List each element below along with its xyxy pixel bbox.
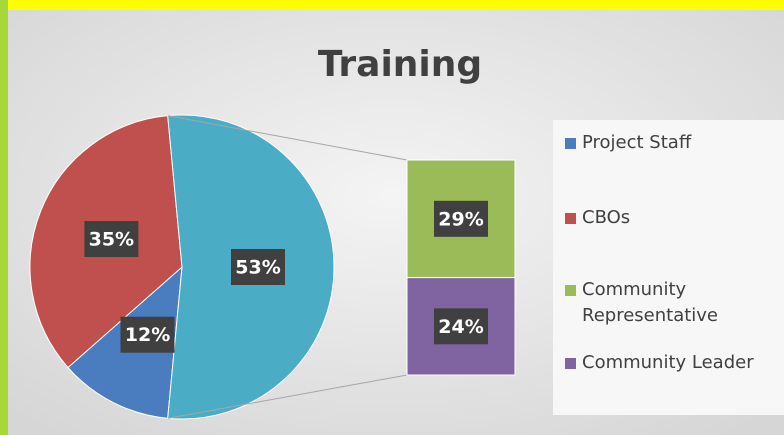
legend-label: CBOs <box>582 207 631 228</box>
legend-swatch <box>565 285 576 296</box>
legend-entry: CBOs <box>565 205 780 231</box>
legend-swatch <box>565 358 576 369</box>
data-label-box <box>434 308 488 345</box>
data-label: 24% <box>438 316 483 338</box>
legend-label: Community Representative <box>582 279 719 326</box>
data-label: 53% <box>235 257 280 279</box>
legend-label: Community Leader <box>582 352 754 373</box>
legend-entry: Community Leader <box>565 350 780 376</box>
legend-swatch <box>565 213 576 224</box>
data-label-box <box>84 221 139 258</box>
connector <box>167 374 408 419</box>
data-label-box <box>120 316 175 353</box>
top-strip <box>0 0 784 10</box>
data-label-box <box>231 249 285 285</box>
chart-title: Training <box>318 44 482 85</box>
data-label: 12% <box>125 324 170 346</box>
legend: Project Staff CBOs Community Representativ… <box>553 120 784 415</box>
data-label: 29% <box>438 208 483 230</box>
legend-swatch <box>565 138 576 149</box>
connector <box>167 115 408 161</box>
data-label: 35% <box>89 229 134 251</box>
legend-entry: Community Representative <box>565 277 780 329</box>
legend-label: Project Staff <box>582 132 692 153</box>
left-strip <box>0 0 8 435</box>
legend-entry: Project Staff <box>565 130 780 156</box>
data-label-box <box>434 200 488 237</box>
